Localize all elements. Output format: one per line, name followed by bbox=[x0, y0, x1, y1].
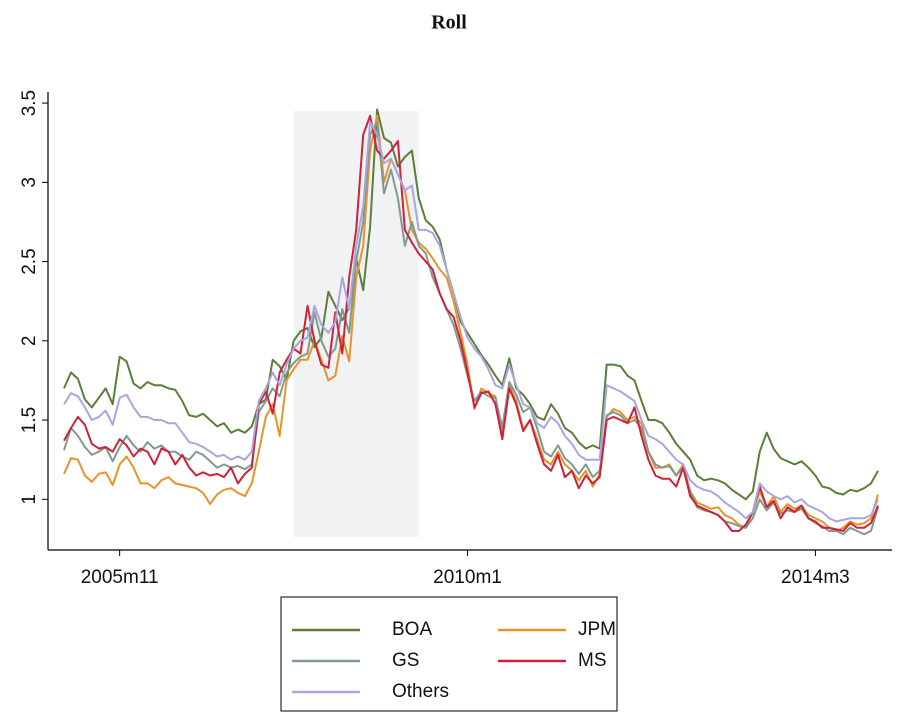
y-tick-label: 2.5 bbox=[19, 248, 40, 274]
shaded-period bbox=[293, 111, 419, 537]
x-tick-label: 2014m3 bbox=[781, 567, 850, 588]
plot-area bbox=[63, 108, 879, 537]
series-line bbox=[63, 108, 879, 501]
legend-label: Others bbox=[392, 681, 449, 702]
x-tick-label: 2010m1 bbox=[433, 567, 502, 588]
legend-label: JPM bbox=[578, 619, 616, 640]
y-tick-label: 3.5 bbox=[19, 90, 40, 116]
chart-title: Roll bbox=[431, 12, 467, 34]
y-tick-label: 1 bbox=[19, 494, 40, 505]
legend-label: BOA bbox=[392, 619, 432, 640]
x-tick-label: 2005m11 bbox=[81, 567, 159, 588]
series-line bbox=[63, 114, 879, 532]
y-tick-label: 3 bbox=[19, 177, 40, 188]
y-tick-label: 2 bbox=[19, 336, 40, 347]
series-line bbox=[63, 121, 879, 523]
legend-label: GS bbox=[392, 650, 419, 671]
y-tick-label: 1.5 bbox=[19, 407, 40, 433]
legend-label: MS bbox=[578, 650, 607, 671]
